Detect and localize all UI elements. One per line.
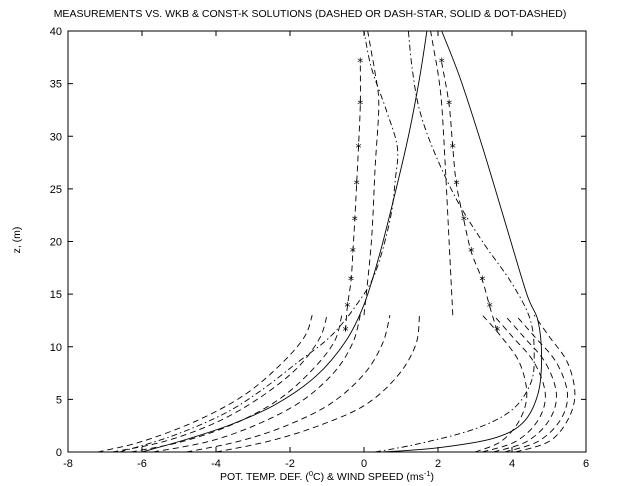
x-tick-label: 0 [361, 458, 367, 470]
x-axis-label-prefix: POT. TEMP. DEF. ( [220, 471, 309, 483]
series-star-marker: * [357, 98, 363, 112]
series-line-dashed-7 [112, 315, 328, 452]
series-star-marker: * [487, 300, 493, 314]
series-line-dashed-14 [482, 314, 546, 452]
series-line-dashdot-4 [119, 31, 399, 452]
y-tick-label: 20 [50, 237, 62, 249]
series-line-dashed-11 [215, 315, 420, 452]
series-star-marker: * [354, 178, 360, 192]
y-axis: 0 5 10 15 20 25 30 35 40 [50, 26, 586, 459]
series-line-dashed-10 [186, 315, 391, 452]
series-line-dashed-15 [515, 314, 576, 452]
series-star-marker: * [439, 56, 445, 70]
x-axis-label-middle: C) & WIND SPEED (ms [313, 471, 424, 483]
y-tick-label: 5 [56, 394, 62, 406]
series-star-marker: * [348, 273, 354, 287]
series-line-dashed-0 [345, 62, 361, 331]
series-line-dashed-18 [430, 31, 454, 316]
series-line-solid-3 [382, 31, 543, 452]
series-line-dashed-13 [504, 314, 569, 452]
series-line-dashed-17 [363, 31, 380, 316]
y-axis-label: z, (m) [11, 227, 23, 254]
x-tick-label: -2 [285, 458, 295, 470]
x-tick-label: -8 [63, 458, 73, 470]
series-star-marker: * [357, 56, 363, 70]
series-star-marker: * [468, 245, 474, 259]
y-tick-label: 15 [50, 289, 62, 301]
series-line-dashed-16 [474, 314, 528, 452]
chart-title: MEASUREMENTS VS. WKB & CONST-K SOLUTIONS… [54, 8, 567, 20]
plot-frame [67, 30, 587, 453]
series-star-marker: * [343, 324, 349, 338]
series-star-marker: * [446, 98, 452, 112]
series-star-marker: * [479, 273, 485, 287]
series-star-marker: * [352, 213, 358, 227]
series-star-marker: * [454, 178, 460, 192]
series-star-marker: * [494, 324, 500, 338]
series-line-dashed-1 [441, 62, 498, 332]
x-axis-label: POT. TEMP. DEF. (0C) & WIND SPEED (ms-1) [220, 469, 434, 483]
y-tick-label: 30 [50, 131, 62, 143]
series-line-dashed-8 [130, 315, 343, 452]
series-line-dashed-12 [493, 314, 557, 452]
x-axis-label-superscript-degree: 0 [309, 469, 313, 478]
x-tick-label: -4 [211, 458, 221, 470]
x-tick-label: 4 [509, 458, 515, 470]
x-tick-label: 2 [435, 458, 441, 470]
x-axis-label-superscript-unit: -1 [424, 469, 431, 478]
y-tick-label: 0 [56, 447, 62, 459]
x-tick-label: 6 [583, 458, 589, 470]
x-axis: -8 -6 -4 -2 0 2 4 6 [63, 31, 589, 470]
y-tick-label: 40 [50, 26, 62, 38]
x-axis-label-suffix: ) [431, 471, 435, 483]
y-tick-label: 25 [50, 184, 62, 196]
series-group: ****************** [97, 31, 576, 452]
plot-area: ****************** [97, 31, 576, 452]
series-line-solid-2 [141, 31, 428, 452]
series-star-marker: * [355, 141, 361, 155]
series-line-dashed-6 [97, 315, 313, 452]
series-star-marker: * [461, 213, 467, 227]
series-star-marker: * [344, 300, 350, 314]
series-line-dashdot-5 [375, 31, 535, 452]
y-tick-label: 35 [50, 79, 62, 91]
series-star-marker: * [350, 245, 356, 259]
y-tick-label: 10 [50, 342, 62, 354]
series-star-marker: * [450, 141, 456, 155]
x-tick-label: -6 [137, 458, 147, 470]
